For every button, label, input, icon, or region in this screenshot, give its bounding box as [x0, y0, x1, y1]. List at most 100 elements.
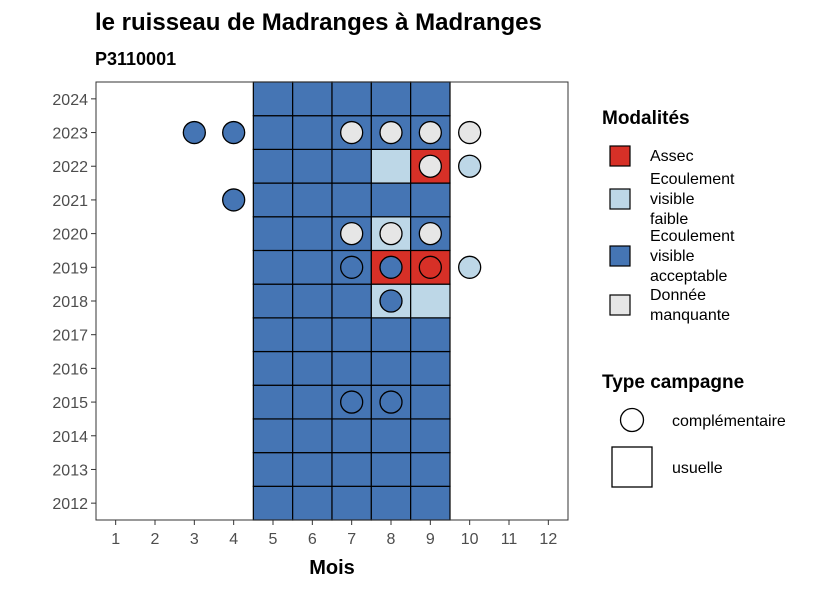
- tile-2013-8: [370, 452, 412, 487]
- tile-2016-8: [370, 350, 412, 386]
- point-2020-8: [379, 221, 403, 246]
- chart-title: le ruisseau de Madranges à Madranges: [95, 9, 542, 36]
- tile-2018-6: [292, 283, 333, 319]
- x-tick-label-8: 8: [387, 531, 396, 548]
- tile-2014-9: [410, 418, 451, 454]
- point-2021-4: [222, 188, 246, 212]
- y-tick-label-2015: 2015: [52, 395, 88, 412]
- point-2022-9: [418, 154, 442, 178]
- tile-2013-5: [252, 452, 294, 487]
- tile-2023-5: [252, 115, 294, 150]
- y-tick-label-2022: 2022: [52, 159, 88, 176]
- point-2020-9: [418, 221, 442, 246]
- tile-2021-8: [370, 182, 412, 218]
- legend-label-acceptable-2: acceptable: [650, 268, 727, 285]
- tile-2013-7: [331, 452, 372, 487]
- x-tick-label-2: 2: [151, 531, 160, 548]
- points-layer: [182, 120, 482, 414]
- x-tick-label-11: 11: [501, 531, 518, 548]
- tile-2017-7: [331, 317, 372, 353]
- tiles-layer: [252, 81, 451, 521]
- tile-2019-5: [252, 249, 294, 285]
- tile-2018-5: [252, 283, 294, 319]
- y-tick-label-2021: 2021: [52, 193, 88, 210]
- y-tick-label-2016: 2016: [52, 361, 88, 378]
- tile-2022-8: [370, 148, 412, 184]
- y-tick-label-2019: 2019: [52, 260, 88, 277]
- tile-2024-9: [410, 81, 451, 117]
- legend-campagne-title: Type campagne: [602, 372, 744, 393]
- legend-campagne: Type campagne complémentaire usuelle: [602, 372, 786, 488]
- tile-2016-5: [252, 350, 294, 386]
- point-2020-7: [340, 221, 364, 246]
- tile-2022-7: [331, 148, 372, 184]
- tile-2013-6: [292, 452, 333, 487]
- legend-label-manquante-1: manquante: [650, 307, 730, 324]
- tile-2014-5: [252, 418, 294, 454]
- point-2022-10: [458, 154, 482, 178]
- tile-2015-6: [292, 384, 333, 420]
- y-tick-label-2012: 2012: [52, 496, 88, 513]
- y-tick-label-2023: 2023: [52, 126, 88, 143]
- tile-2016-9: [410, 350, 451, 386]
- legend-label-assec-0: Assec: [650, 148, 694, 165]
- y-axis: 2012 2013 2014 2015 2016 2017 2018 2019 2020 2021…: [52, 92, 96, 513]
- y-tick-label-2020: 2020: [52, 227, 88, 244]
- tile-2017-8: [370, 317, 412, 353]
- legend-key-acceptable: [609, 245, 631, 267]
- point-2023-10: [458, 120, 482, 145]
- x-tick-label-7: 7: [347, 531, 356, 548]
- tile-2021-5: [252, 182, 294, 218]
- tile-2017-6: [292, 317, 333, 353]
- tile-2024-8: [370, 81, 412, 117]
- tile-2024-6: [292, 81, 333, 117]
- legend-key-assec: [609, 145, 631, 167]
- point-2019-10: [458, 255, 482, 279]
- legend-label-complementaire: complémentaire: [672, 413, 786, 430]
- tile-2014-6: [292, 418, 333, 454]
- legend-key-complementaire: [619, 407, 645, 433]
- chart-subtitle: P3110001: [95, 49, 176, 69]
- tile-2020-5: [252, 216, 294, 252]
- legend-modalites-title: Modalités: [602, 108, 690, 129]
- tile-2024-7: [331, 81, 372, 117]
- tile-2018-9: [410, 283, 451, 319]
- legend-label-faible-0: Ecoulement: [650, 171, 735, 188]
- tile-2021-6: [292, 182, 333, 218]
- tile-2012-6: [292, 485, 333, 521]
- tile-2017-5: [252, 317, 294, 353]
- x-tick-label-3: 3: [190, 531, 199, 548]
- legend-label-acceptable-0: Ecoulement: [650, 228, 735, 245]
- tile-2012-5: [252, 485, 294, 521]
- x-tick-label-4: 4: [229, 531, 238, 548]
- tile-2015-9: [410, 384, 451, 420]
- tile-2015-5: [252, 384, 294, 420]
- tile-2014-8: [370, 418, 412, 454]
- tile-2014-7: [331, 418, 372, 454]
- legend-label-faible-2: faible: [650, 211, 688, 228]
- tile-2017-9: [410, 317, 451, 353]
- tile-2018-7: [331, 283, 372, 319]
- tile-2013-9: [410, 452, 451, 487]
- legend-label-manquante-0: Donnée: [650, 287, 706, 304]
- tile-2019-6: [292, 249, 333, 285]
- point-2015-7: [340, 390, 364, 414]
- tile-2012-8: [370, 485, 412, 521]
- x-tick-label-6: 6: [308, 531, 317, 548]
- x-axis-title: Mois: [309, 557, 355, 579]
- tile-2020-6: [292, 216, 333, 252]
- x-tick-label-10: 10: [461, 531, 479, 548]
- point-2023-7: [340, 120, 364, 145]
- legend-label-acceptable-1: visible: [650, 248, 695, 265]
- y-tick-label-2018: 2018: [52, 294, 88, 311]
- legend-label-faible-1: visible: [650, 191, 695, 208]
- y-tick-label-2017: 2017: [52, 328, 88, 345]
- point-2018-8: [379, 289, 403, 313]
- y-tick-label-2024: 2024: [52, 92, 88, 109]
- tile-2012-9: [410, 485, 451, 521]
- point-2023-8: [379, 120, 403, 145]
- legend-modalites: Modalités AssecEcoulementvisiblefaibleEc…: [602, 108, 735, 324]
- legend-label-usuelle: usuelle: [672, 460, 723, 477]
- tile-2016-6: [292, 350, 333, 386]
